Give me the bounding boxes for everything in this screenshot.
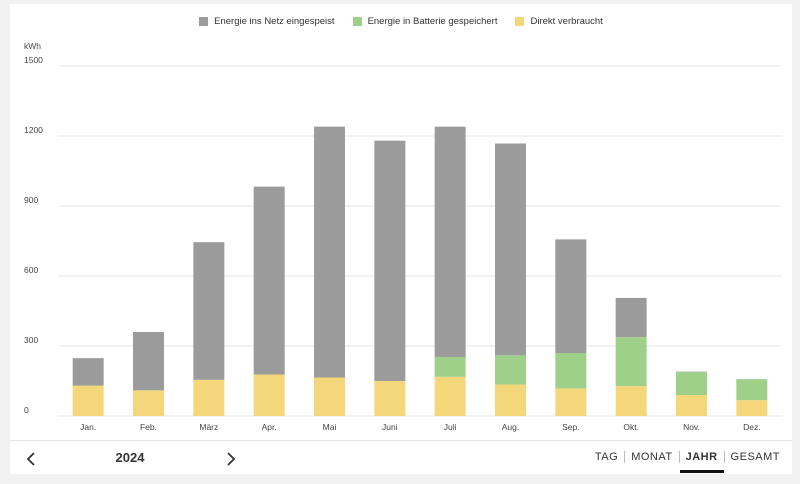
footer-divider [10, 440, 792, 441]
chevron-right-icon [227, 452, 236, 466]
chart-legend: Energie ins Netz eingespeist Energie in … [10, 16, 792, 27]
bar-segment-energie-in-batterie-gespeichert-11 [736, 379, 768, 401]
tab-gesamt[interactable]: GESAMT [730, 451, 780, 463]
bar-segment-direkt-verbraucht-10 [676, 395, 707, 416]
legend-swatch-direct [515, 17, 525, 26]
x-tick-label: März [199, 422, 218, 432]
bar-segment-direkt-verbraucht-5 [374, 381, 406, 416]
tab-separator [624, 451, 626, 463]
next-year-button[interactable] [220, 449, 240, 469]
bar-segment-direkt-verbraucht-3 [253, 374, 285, 416]
bar-segment-energie-ins-netz-eingespeist-6 [434, 126, 466, 357]
legend-label-grid: Energie ins Netz eingespeist [214, 16, 335, 27]
bar-chart: kWh 0 300 600 900 1200 1500 Jan. Feb. März Apr. Mai… [24, 41, 782, 432]
bar-segment-energie-ins-netz-eingespeist-1 [133, 332, 164, 391]
tab-separator [723, 451, 725, 463]
x-tick-label: Aug. [502, 422, 520, 432]
bar-segment-direkt-verbraucht-2 [193, 379, 225, 416]
y-tick-label: 1500 [24, 55, 43, 65]
bar-segment-energie-ins-netz-eingespeist-2 [193, 242, 225, 380]
legend-item-battery[interactable]: Energie in Batterie gespeichert [352, 16, 498, 27]
bar-segment-energie-in-batterie-gespeichert-8 [555, 353, 587, 389]
bar-segment-direkt-verbraucht-4 [314, 377, 345, 416]
bar-segment-energie-ins-netz-eingespeist-9 [615, 297, 647, 338]
y-tick-label: 0 [24, 405, 29, 415]
x-tick-label: Nov. [683, 422, 700, 432]
tab-jahr[interactable]: JAHR [679, 451, 724, 473]
bar-segment-direkt-verbraucht-7 [495, 384, 526, 416]
legend-swatch-battery [352, 17, 362, 26]
bar-segment-energie-in-batterie-gespeichert-10 [676, 372, 707, 395]
y-tick-label: 600 [24, 265, 38, 275]
bar-segment-direkt-verbraucht-0 [72, 385, 104, 416]
bar-segment-energie-in-batterie-gespeichert-7 [495, 355, 526, 385]
legend-swatch-grid [199, 17, 209, 26]
legend-item-grid[interactable]: Energie ins Netz eingespeist [199, 16, 335, 27]
footer-bar: 2024 TAG MONAT JAHR GESAMT [10, 441, 792, 474]
bar-segment-energie-ins-netz-eingespeist-3 [253, 186, 285, 375]
bar-segment-energie-ins-netz-eingespeist-7 [495, 143, 526, 356]
year-label: 2024 [115, 450, 145, 465]
x-tick-label: Jan. [80, 422, 96, 432]
legend-label-battery: Energie in Batterie gespeichert [367, 16, 498, 27]
bar-segment-energie-ins-netz-eingespeist-8 [555, 239, 587, 353]
x-tick-label: Mai [323, 422, 337, 432]
x-tick-label: Okt. [623, 422, 639, 432]
bar-segment-direkt-verbraucht-6 [434, 376, 466, 416]
y-tick-label: 900 [24, 195, 38, 205]
bar-segment-energie-ins-netz-eingespeist-5 [374, 140, 406, 381]
bar-segment-direkt-verbraucht-11 [736, 400, 768, 416]
x-tick-label: Dez. [743, 422, 760, 432]
y-axis-unit-label: kWh [24, 41, 41, 51]
bar-segment-direkt-verbraucht-8 [555, 388, 587, 416]
tab-monat[interactable]: MONAT [631, 451, 673, 463]
tab-separator [678, 451, 680, 463]
x-tick-label: Apr. [262, 422, 277, 432]
legend-item-direct[interactable]: Direkt verbraucht [515, 16, 603, 27]
x-tick-label: Juli [444, 422, 457, 432]
y-tick-label: 300 [24, 335, 38, 345]
bar-segment-energie-ins-netz-eingespeist-0 [72, 358, 104, 386]
bar-segment-energie-in-batterie-gespeichert-9 [615, 337, 647, 387]
chevron-left-icon [26, 452, 35, 466]
x-tick-label: Feb. [140, 422, 157, 432]
x-tick-label: Juni [382, 422, 398, 432]
legend-label-direct: Direkt verbraucht [530, 16, 603, 27]
chart-card: Energie ins Netz eingespeist Energie in … [10, 4, 792, 474]
y-tick-label: 1200 [24, 125, 43, 135]
bar-segment-energie-in-batterie-gespeichert-6 [434, 356, 466, 377]
prev-year-button[interactable] [22, 449, 42, 469]
tab-tag[interactable]: TAG [594, 451, 619, 463]
bar-segment-direkt-verbraucht-9 [615, 386, 647, 416]
bar-segment-direkt-verbraucht-1 [133, 390, 164, 416]
x-tick-label: Sep. [562, 422, 580, 432]
bar-segment-energie-ins-netz-eingespeist-4 [314, 126, 345, 378]
period-tabs: TAG MONAT JAHR GESAMT [589, 451, 786, 473]
